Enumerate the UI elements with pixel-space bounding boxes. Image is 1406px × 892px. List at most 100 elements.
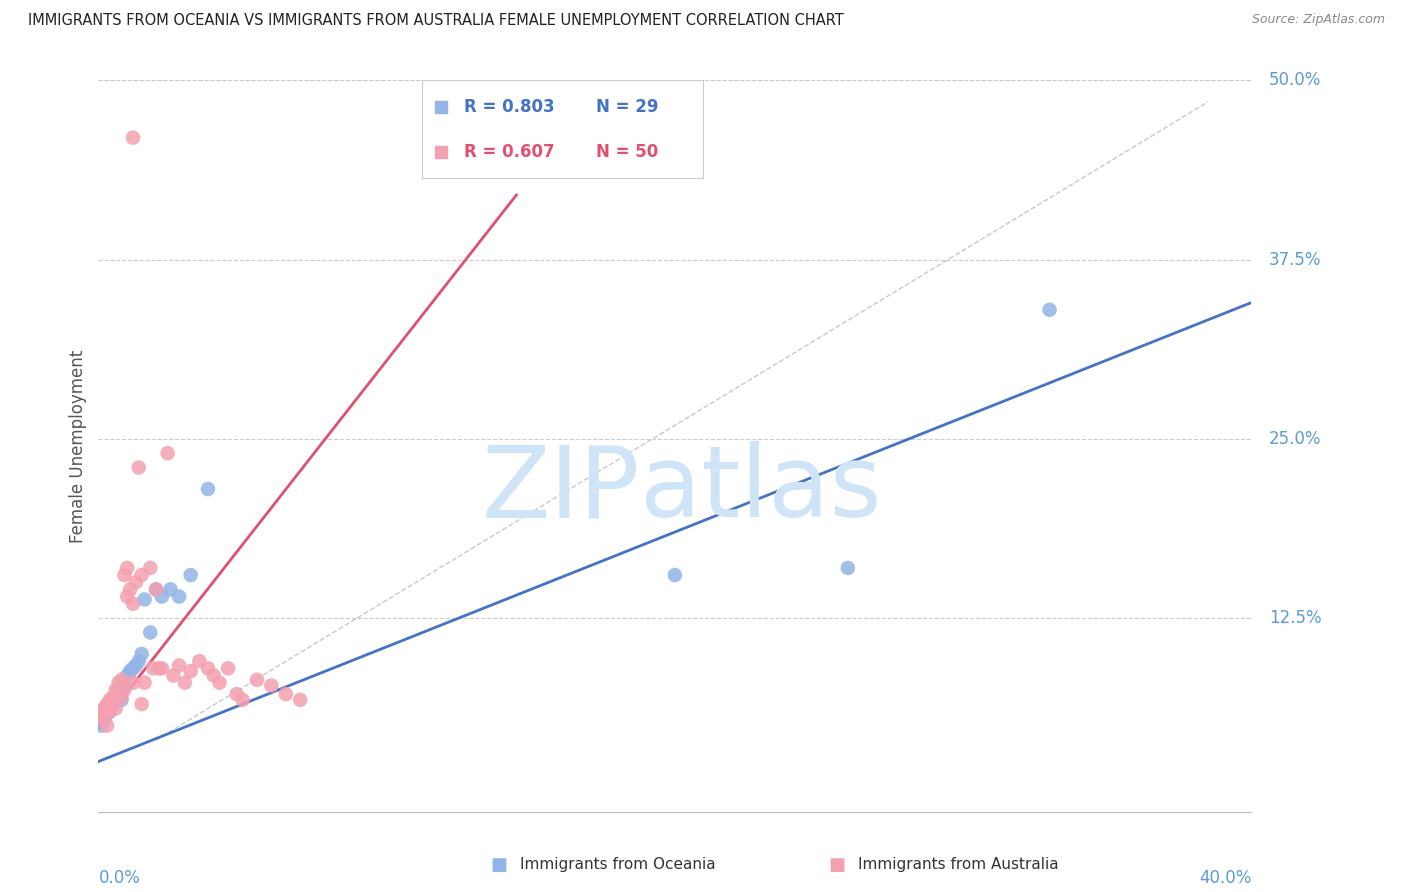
Point xyxy=(112,682,135,697)
Point xyxy=(122,597,145,611)
Point xyxy=(231,693,254,707)
Text: ZIP: ZIP xyxy=(482,442,640,539)
Point xyxy=(122,130,145,145)
Point xyxy=(131,568,153,582)
Point xyxy=(134,675,156,690)
Text: R = 0.803: R = 0.803 xyxy=(464,98,554,116)
Text: ■: ■ xyxy=(491,856,508,874)
Point xyxy=(96,719,118,733)
Point xyxy=(98,704,121,718)
Point xyxy=(145,582,167,597)
Point xyxy=(139,561,162,575)
Point xyxy=(208,675,231,690)
Point xyxy=(125,658,148,673)
Point xyxy=(837,561,859,575)
Y-axis label: Female Unemployment: Female Unemployment xyxy=(69,350,87,542)
Point xyxy=(104,701,127,715)
Point xyxy=(217,661,239,675)
Point xyxy=(117,668,138,682)
Point xyxy=(139,625,162,640)
Point xyxy=(156,446,179,460)
Point xyxy=(110,673,132,687)
Point xyxy=(197,661,219,675)
Text: 25.0%: 25.0% xyxy=(1268,430,1322,448)
Text: 0.0%: 0.0% xyxy=(98,869,141,887)
Text: IMMIGRANTS FROM OCEANIA VS IMMIGRANTS FROM AUSTRALIA FEMALE UNEMPLOYMENT CORRELA: IMMIGRANTS FROM OCEANIA VS IMMIGRANTS FR… xyxy=(28,13,844,29)
Point xyxy=(96,701,118,715)
Point xyxy=(93,711,115,725)
Point xyxy=(96,707,118,722)
Point xyxy=(120,582,142,597)
Point xyxy=(107,687,129,701)
Point xyxy=(180,568,202,582)
Point xyxy=(104,682,127,697)
Point xyxy=(430,145,453,159)
Point xyxy=(148,661,170,675)
Text: 12.5%: 12.5% xyxy=(1268,609,1322,627)
Point xyxy=(664,568,686,582)
Text: 40.0%: 40.0% xyxy=(1199,869,1251,887)
Point xyxy=(107,675,129,690)
Point xyxy=(167,590,190,604)
Point xyxy=(90,719,112,733)
Text: N = 50: N = 50 xyxy=(596,143,658,161)
Text: 37.5%: 37.5% xyxy=(1268,251,1322,268)
Point xyxy=(107,687,129,701)
Point xyxy=(117,561,138,575)
Point xyxy=(101,690,124,704)
Point xyxy=(96,704,118,718)
Point xyxy=(112,679,135,693)
Text: ■: ■ xyxy=(828,856,845,874)
Point xyxy=(128,460,150,475)
Point xyxy=(90,711,112,725)
Point xyxy=(128,654,150,668)
Point xyxy=(98,693,121,707)
Point xyxy=(142,661,165,675)
Point xyxy=(122,661,145,675)
Text: Immigrants from Australia: Immigrants from Australia xyxy=(858,857,1059,872)
Point xyxy=(202,668,225,682)
Point xyxy=(197,482,219,496)
Point xyxy=(1038,302,1062,317)
Point xyxy=(188,654,211,668)
Text: 50.0%: 50.0% xyxy=(1268,71,1322,89)
Point xyxy=(150,590,173,604)
Point xyxy=(101,697,124,711)
Point xyxy=(125,575,148,590)
Text: atlas: atlas xyxy=(640,442,882,539)
Point xyxy=(430,100,453,114)
Point xyxy=(180,664,202,678)
Point xyxy=(290,693,312,707)
Point xyxy=(96,697,118,711)
Point xyxy=(110,693,132,707)
Text: Immigrants from Oceania: Immigrants from Oceania xyxy=(520,857,716,872)
Point xyxy=(122,675,145,690)
Point xyxy=(93,701,115,715)
Point xyxy=(274,687,297,701)
Point xyxy=(117,590,138,604)
Point xyxy=(107,682,129,697)
Text: Source: ZipAtlas.com: Source: ZipAtlas.com xyxy=(1251,13,1385,27)
Point xyxy=(110,690,132,704)
Point xyxy=(246,673,269,687)
Point xyxy=(101,693,124,707)
Point xyxy=(162,668,184,682)
Point xyxy=(101,697,124,711)
Point xyxy=(98,704,121,718)
Point xyxy=(167,658,190,673)
Point xyxy=(93,707,115,722)
Point xyxy=(134,592,156,607)
Point xyxy=(260,679,283,693)
Point xyxy=(104,690,127,704)
Point xyxy=(90,704,112,718)
Point xyxy=(131,697,153,711)
Point xyxy=(112,568,135,582)
Point xyxy=(145,582,167,597)
Point xyxy=(174,675,197,690)
Text: R = 0.607: R = 0.607 xyxy=(464,143,554,161)
Text: N = 29: N = 29 xyxy=(596,98,658,116)
Point xyxy=(120,664,142,678)
Point xyxy=(150,661,173,675)
Point xyxy=(225,687,247,701)
Point xyxy=(159,582,181,597)
